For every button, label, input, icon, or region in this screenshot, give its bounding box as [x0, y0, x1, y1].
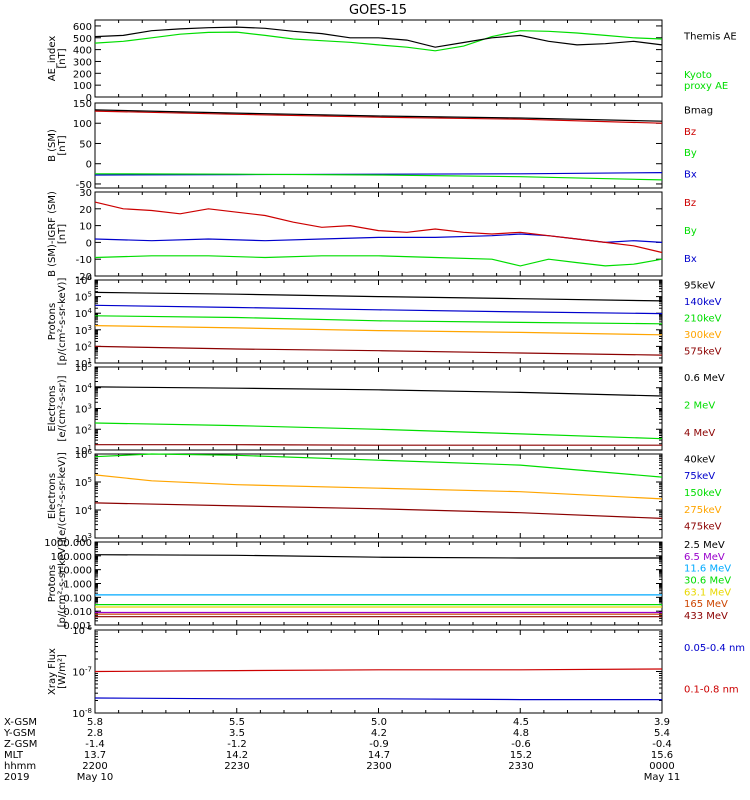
x-gsm-3: 4.5	[513, 717, 529, 728]
x-gsm-1: 5.5	[229, 717, 245, 728]
y-gsm-1: 3.5	[229, 728, 245, 739]
y-gsm-label: Y-GSM	[3, 728, 36, 739]
mlt-1: 14.2	[226, 750, 248, 761]
mlt-0: 13.7	[84, 750, 106, 761]
mlt-2: 14.7	[368, 750, 390, 761]
y-gsm-2: 4.2	[371, 728, 387, 739]
hhmm-1: 2230	[224, 761, 249, 772]
x-gsm-label: X-GSM	[4, 717, 37, 728]
year-label: 2019	[4, 772, 29, 783]
x-gsm-4: 3.9	[654, 717, 670, 728]
x-gsm-0: 5.8	[87, 717, 103, 728]
hhmm-2: 2300	[366, 761, 391, 772]
time-axis-table: X-GSM Y-GSM Z-GSM MLT hhmm 2019 5.8 5.5 …	[0, 0, 750, 800]
z-gsm-0: -1.4	[85, 739, 105, 750]
z-gsm-3: -0.6	[511, 739, 531, 750]
mlt-label: MLT	[4, 750, 24, 761]
y-gsm-4: 5.4	[654, 728, 670, 739]
hhmm-3: 2330	[508, 761, 533, 772]
date-start: May 10	[77, 772, 114, 783]
time-axis-labels: X-GSM Y-GSM Z-GSM MLT hhmm 2019 5.8 5.5 …	[3, 717, 680, 783]
z-gsm-4: -0.4	[652, 739, 672, 750]
x-gsm-2: 5.0	[371, 717, 387, 728]
hhmm-4: 0000	[649, 761, 674, 772]
z-gsm-1: -1.2	[227, 739, 247, 750]
date-end: May 11	[644, 772, 681, 783]
mlt-4: 15.6	[651, 750, 673, 761]
hhmm-label: hhmm	[4, 761, 36, 772]
hhmm-0: 2200	[82, 761, 107, 772]
z-gsm-label: Z-GSM	[4, 739, 37, 750]
mlt-3: 15.2	[510, 750, 532, 761]
y-gsm-3: 4.8	[513, 728, 529, 739]
z-gsm-2: -0.9	[369, 739, 389, 750]
y-gsm-0: 2.8	[87, 728, 103, 739]
